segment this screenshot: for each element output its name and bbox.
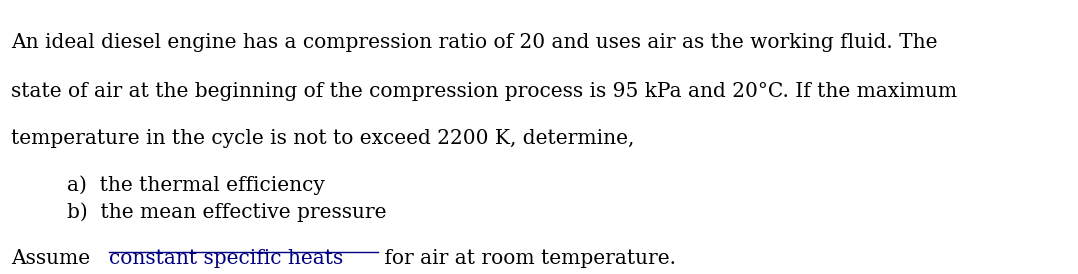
Text: An ideal diesel engine has a compression ratio of 20 and uses air as the working: An ideal diesel engine has a compression… bbox=[12, 33, 938, 52]
Text: state of air at the beginning of the compression process is 95 kPa and 20°C. If : state of air at the beginning of the com… bbox=[12, 82, 957, 101]
Text: constant specific heats: constant specific heats bbox=[110, 249, 344, 268]
Text: b)  the mean effective pressure: b) the mean effective pressure bbox=[67, 203, 387, 222]
Text: a)  the thermal efficiency: a) the thermal efficiency bbox=[67, 175, 324, 195]
Text: for air at room temperature.: for air at room temperature. bbox=[378, 249, 676, 268]
Text: temperature in the cycle is not to exceed 2200 K, determine,: temperature in the cycle is not to excee… bbox=[12, 129, 635, 148]
Text: Assume: Assume bbox=[12, 249, 97, 268]
